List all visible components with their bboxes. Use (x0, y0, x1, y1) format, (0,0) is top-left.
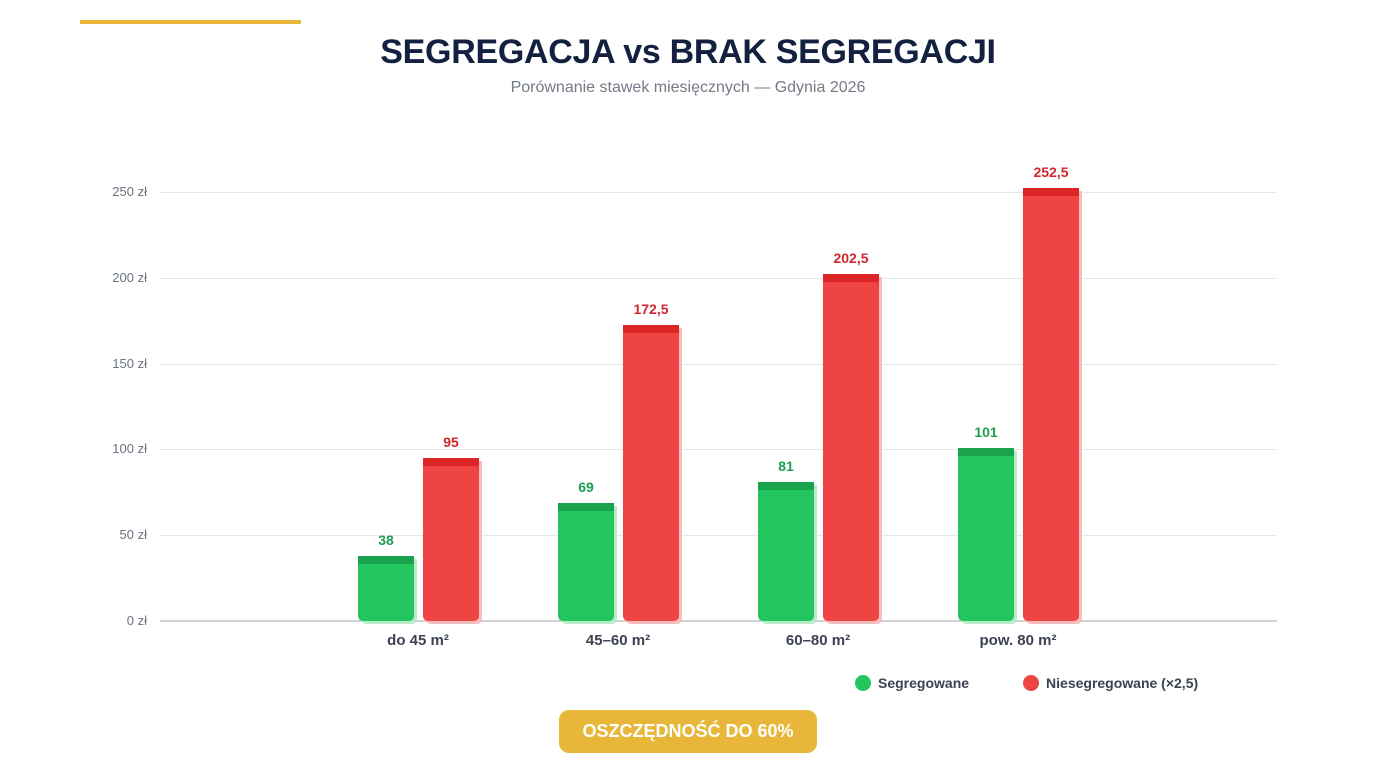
y-tick-label: 150 zł (112, 356, 147, 371)
bar-value-label: 95 (443, 434, 459, 450)
bar-value-label: 101 (974, 424, 998, 440)
y-tick-label: 0 zł (126, 613, 147, 628)
bar-unsegregated (623, 325, 679, 621)
bar-value-label: 69 (578, 479, 594, 495)
bar-cap (358, 556, 414, 564)
gridline (160, 364, 1277, 365)
bar-cap (1023, 188, 1079, 196)
x-tick-label: do 45 m² (387, 632, 449, 649)
bar-value-label: 172,5 (633, 301, 669, 317)
bar-cap (823, 274, 879, 282)
savings-badge: OSZCZĘDNOŚĆ DO 60% (559, 710, 817, 753)
accent-line (80, 20, 301, 24)
x-tick-label: 60–80 m² (785, 632, 851, 649)
green-dot-icon (855, 675, 871, 691)
x-tick-label: pow. 80 m² (979, 632, 1057, 649)
bar-value-label: 81 (778, 458, 794, 474)
legend: Segregowane Niesegregowane (×2,5) (855, 675, 1252, 691)
bar-cap (558, 503, 614, 511)
y-tick-label: 250 zł (112, 184, 147, 199)
x-tick-label: 45–60 m² (585, 632, 651, 649)
bar-unsegregated (823, 274, 879, 621)
legend-label: Segregowane (878, 675, 970, 691)
gridline (160, 449, 1277, 450)
bar-value-label: 252,5 (1033, 164, 1069, 180)
bar-value-label: 38 (378, 532, 394, 548)
bar-segregated (558, 503, 614, 621)
red-dot-icon (1023, 675, 1040, 691)
bar-cap (423, 458, 479, 466)
bar-unsegregated (1023, 188, 1079, 621)
y-tick-label: 200 zł (112, 270, 147, 285)
bar-value-label: 202,5 (833, 250, 869, 266)
legend-label: Niesegregowane (×2,5) (1046, 675, 1199, 691)
chart-subtitle: Porównanie stawek miesięcznych — Gdynia … (510, 79, 866, 96)
bar-segregated (958, 448, 1014, 621)
bar-cap (623, 325, 679, 333)
gridline (160, 278, 1277, 279)
bar-unsegregated (423, 458, 479, 621)
y-tick-label: 50 zł (119, 527, 147, 542)
legend-item-unsegregated: Niesegregowane (×2,5) (1023, 675, 1198, 691)
bar-cap (758, 482, 814, 490)
legend-item-segregated: Segregowane (855, 675, 969, 691)
bar-segregated (758, 482, 814, 621)
gridline (160, 192, 1277, 193)
x-axis-baseline (160, 620, 1277, 622)
bar-cap (958, 448, 1014, 456)
chart-title: SEGREGACJA vs BRAK SEGREGACJI (380, 33, 996, 71)
gridline (160, 535, 1277, 536)
y-tick-label: 100 zł (112, 441, 147, 456)
bar-segregated (358, 556, 414, 621)
